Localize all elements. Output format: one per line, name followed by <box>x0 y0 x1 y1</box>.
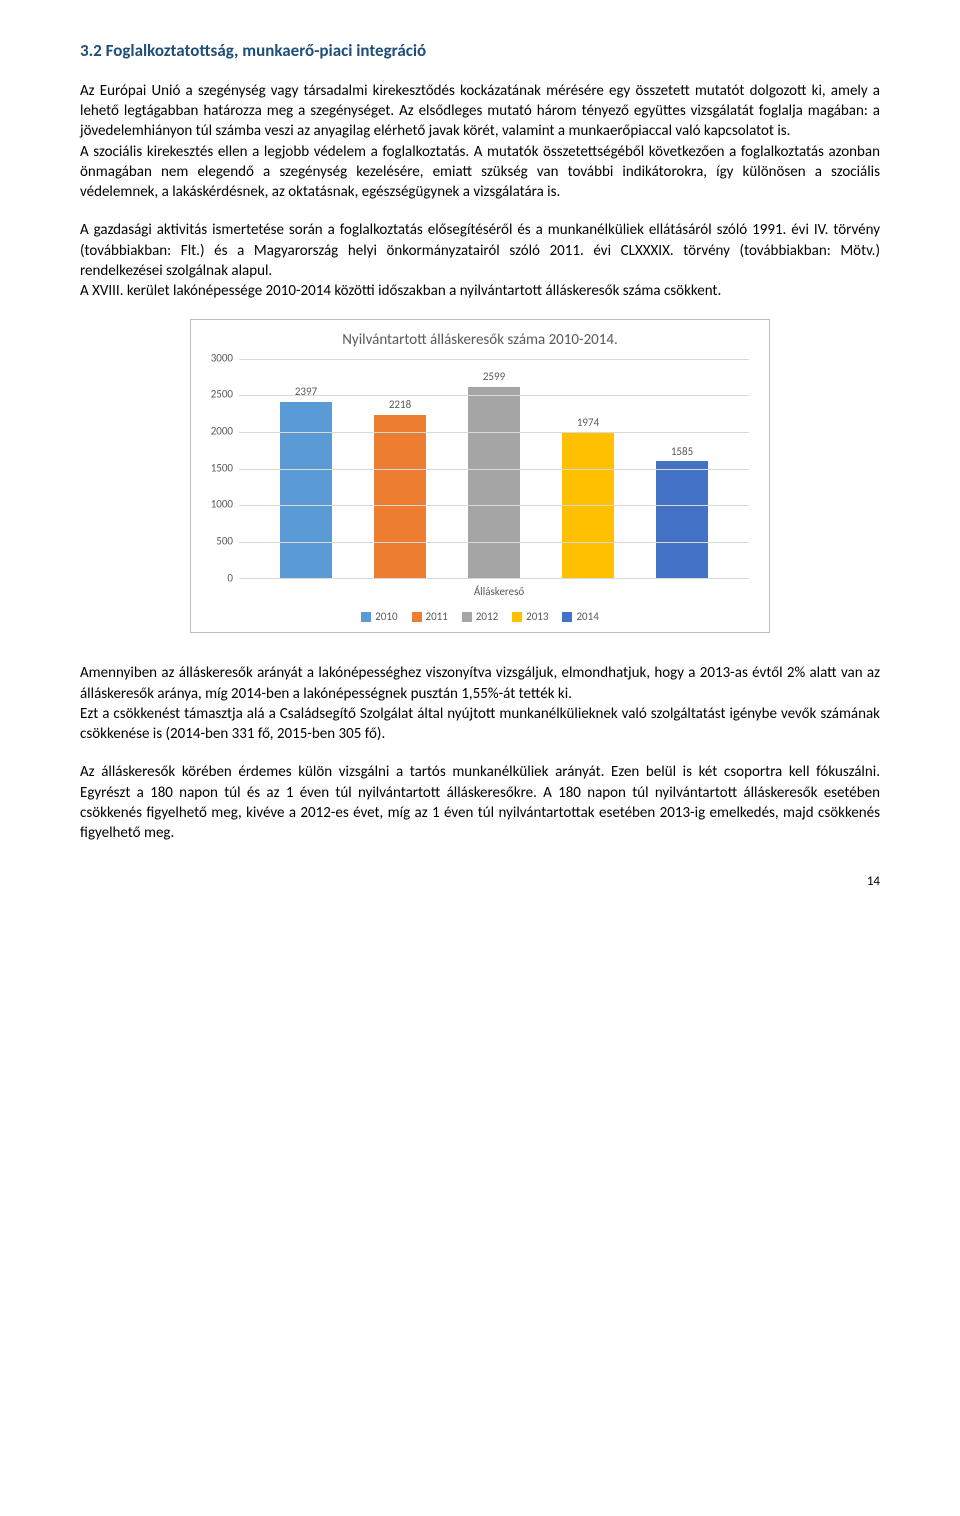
chart-container: Nyilvántartott álláskeresők száma 2010-2… <box>80 319 880 633</box>
chart-title: Nyilvántartott álláskeresők száma 2010-2… <box>201 330 759 350</box>
chart-bar-value-label: 2218 <box>389 398 411 413</box>
chart-gridline <box>239 395 749 396</box>
chart-legend-swatch <box>562 612 572 622</box>
chart-ytick: 500 <box>201 535 233 550</box>
chart-bar-value-label: 1585 <box>671 445 693 460</box>
chart-legend-label: 2011 <box>426 610 448 625</box>
chart-bar-value-label: 1974 <box>577 416 599 431</box>
chart-ytick: 1500 <box>201 461 233 476</box>
chart-bar-column: 2397 <box>276 385 336 578</box>
chart-bar-value-label: 2397 <box>295 385 317 400</box>
chart-legend-label: 2010 <box>375 610 397 625</box>
chart-gridline <box>239 542 749 543</box>
chart-legend-item: 2012 <box>462 610 498 625</box>
chart-ytick: 0 <box>201 571 233 586</box>
chart-legend-label: 2014 <box>576 610 598 625</box>
chart-gridline <box>239 432 749 433</box>
chart-gridline <box>239 505 749 506</box>
chart-bar-column: 1974 <box>558 416 618 578</box>
chart-ytick: 3000 <box>201 351 233 366</box>
chart-legend-item: 2010 <box>361 610 397 625</box>
chart-legend-item: 2013 <box>512 610 548 625</box>
chart-legend-item: 2014 <box>562 610 598 625</box>
chart-legend-swatch <box>462 612 472 622</box>
chart-legend-label: 2012 <box>476 610 498 625</box>
chart-x-axis-label: Álláskereső <box>239 585 759 600</box>
chart-legend: 2010 2011 2012 2013 2014 <box>201 610 759 625</box>
chart-gridline <box>239 469 749 470</box>
chart-plot-area: 23972218259919741585 0500100015002000250… <box>239 359 749 579</box>
chart-gridline <box>239 359 749 360</box>
chart-legend-item: 2011 <box>412 610 448 625</box>
chart-bar-value-label: 2599 <box>483 370 505 385</box>
chart-legend-swatch <box>412 612 422 622</box>
paragraph-1: Az Európai Unió a szegénység vagy társad… <box>80 81 880 142</box>
section-heading: 3.2 Foglalkoztatottság, munkaerő-piaci i… <box>80 40 880 63</box>
paragraph-4: A XVIII. kerület lakónépessége 2010-2014… <box>80 281 880 301</box>
paragraph-7: Az álláskeresők körében érdemes külön vi… <box>80 762 880 843</box>
paragraph-5: Amennyiben az álláskeresők arányát a lak… <box>80 663 880 704</box>
chart-ytick: 2500 <box>201 388 233 403</box>
chart-ytick: 1000 <box>201 498 233 513</box>
chart-bar-column: 2218 <box>370 398 430 577</box>
chart-bar <box>374 415 426 578</box>
chart-bar-column: 1585 <box>652 445 712 578</box>
paragraph-2: A szociális kirekesztés ellen a legjobb … <box>80 142 880 203</box>
chart-bar <box>468 387 520 578</box>
chart-legend-swatch <box>512 612 522 622</box>
page-number: 14 <box>80 873 880 891</box>
chart-legend-label: 2013 <box>526 610 548 625</box>
chart-bar-column: 2599 <box>464 370 524 577</box>
chart-bar <box>280 402 332 578</box>
paragraph-3: A gazdasági aktivitás ismertetése során … <box>80 220 880 281</box>
chart-box: Nyilvántartott álláskeresők száma 2010-2… <box>190 319 770 633</box>
chart-bar <box>656 461 708 577</box>
chart-legend-swatch <box>361 612 371 622</box>
paragraph-6: Ezt a csökkenést támasztja alá a Családs… <box>80 704 880 745</box>
chart-ytick: 2000 <box>201 425 233 440</box>
